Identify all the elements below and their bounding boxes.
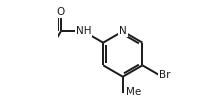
- Text: Me: Me: [125, 87, 141, 97]
- Text: O: O: [57, 7, 65, 17]
- Text: Br: Br: [159, 70, 170, 80]
- Text: N: N: [119, 26, 127, 36]
- Text: NH: NH: [76, 26, 91, 36]
